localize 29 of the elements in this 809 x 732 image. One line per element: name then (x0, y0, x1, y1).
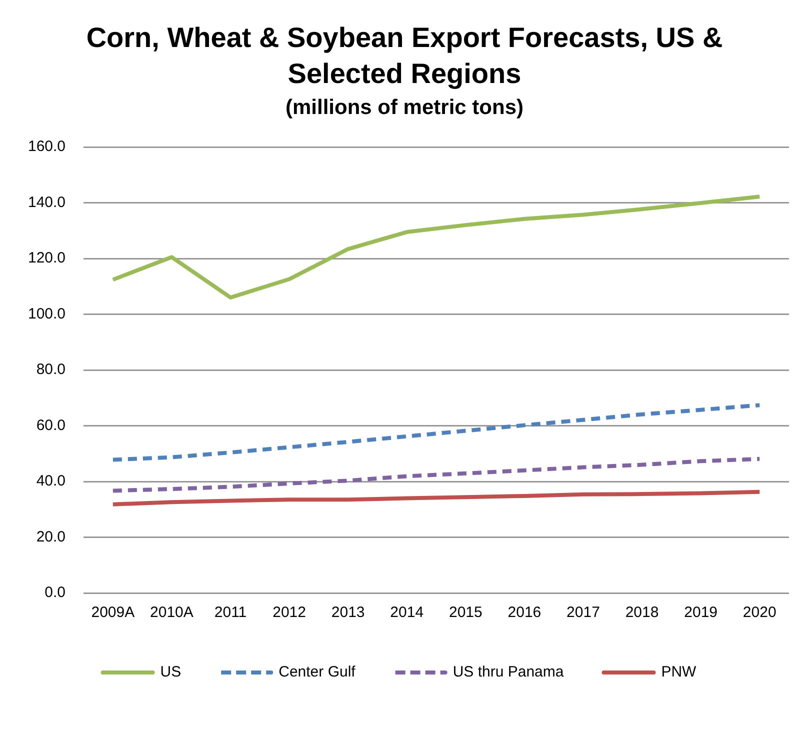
x-tick-label: 2010A (150, 604, 194, 622)
y-tick-label: 0.0 (44, 584, 66, 602)
y-tick-label: 120.0 (28, 250, 66, 267)
y-tick-label: 100.0 (28, 305, 66, 322)
chart-title: Corn, Wheat & Soybean Export Forecasts, US & Selected Regions (85, 21, 724, 91)
x-tick-label: 2019 (684, 604, 718, 622)
legend-label: US (160, 664, 182, 681)
x-tick-label: 2014 (390, 604, 424, 622)
x-tick-label: 2017 (566, 604, 600, 622)
y-tick-label: 40.0 (36, 472, 66, 490)
x-tick-label: 2009A (91, 604, 135, 622)
legend-label: PNW (661, 664, 698, 681)
x-tick-label: 2016 (508, 604, 542, 622)
line-series (110, 456, 762, 493)
legend-label: Center Gulf (278, 664, 356, 681)
y-tick-label: 80.0 (36, 361, 66, 378)
line-series (110, 403, 762, 462)
y-tick-label: 20.0 (36, 528, 66, 546)
x-tick-label: 2013 (331, 604, 365, 622)
x-tick-label: 2011 (214, 604, 247, 622)
y-tick-label: 160.0 (28, 138, 66, 156)
y-tick-label: 60.0 (36, 416, 66, 434)
x-tick-label: 2020 (742, 604, 776, 622)
y-tick-label: 140.0 (28, 194, 66, 211)
x-tick-label: 2015 (448, 604, 482, 622)
x-tick-label: 2012 (272, 604, 306, 622)
x-tick-label: 2018 (625, 604, 659, 622)
legend-label: US thru Panama (452, 664, 564, 681)
chart-subtitle: (millions of metric tons) (284, 96, 524, 120)
